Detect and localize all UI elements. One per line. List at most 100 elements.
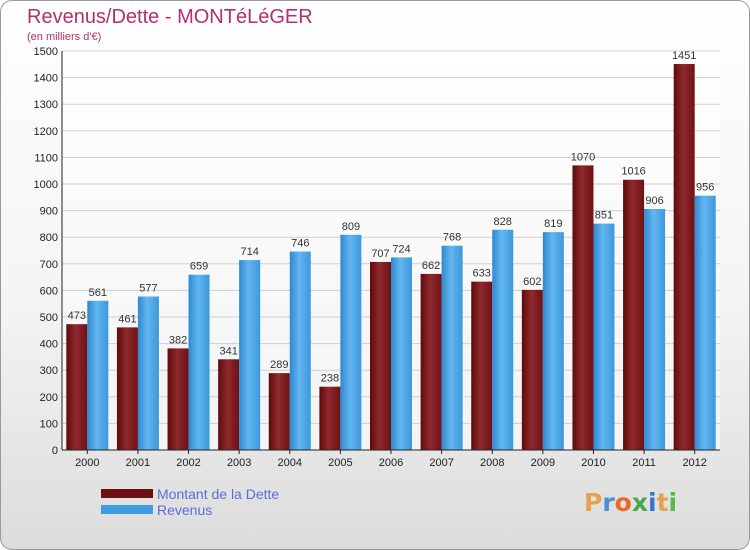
y-tick-label: 900 [40, 206, 58, 218]
bar-revenus [441, 245, 463, 450]
bar-revenus [391, 257, 412, 450]
bar-revenus-value-label: 851 [595, 210, 613, 222]
bar-revenus [87, 300, 109, 450]
bar-revenus-value-label: 561 [89, 287, 107, 299]
bar-revenus-value-label: 714 [240, 246, 258, 258]
proxiti-logo: Proxiti [584, 488, 677, 517]
x-tick-label: 2002 [176, 457, 200, 469]
bar-dette-value-label: 289 [270, 359, 288, 371]
bar-dette [319, 386, 341, 450]
y-tick-label: 1400 [34, 73, 58, 85]
bar-dette-value-label: 1070 [571, 151, 595, 163]
y-tick-label: 1300 [34, 99, 58, 111]
bar-revenus-value-label: 906 [645, 195, 663, 207]
bar-dette [521, 289, 543, 450]
bar-revenus-value-label: 828 [494, 216, 512, 228]
bar-revenus [340, 234, 362, 450]
bar-dette [167, 348, 189, 450]
chart-subtitle: (en milliers d'€) [27, 31, 102, 43]
bar-revenus [644, 209, 666, 450]
bar-dette [218, 359, 240, 450]
bar-dette [673, 64, 695, 450]
logo-letter: i [668, 488, 678, 517]
y-tick-label: 1100 [34, 152, 58, 164]
x-tick-label: 2004 [278, 457, 302, 469]
bar-revenus-value-label: 809 [342, 221, 360, 233]
bar-revenus-value-label: 746 [291, 238, 309, 250]
x-tick-label: 2007 [429, 457, 453, 469]
bar-dette-value-label: 633 [473, 268, 491, 280]
bar-dette-value-label: 602 [523, 276, 541, 288]
bar-dette-value-label: 1451 [672, 50, 696, 62]
x-tick-label: 2011 [632, 457, 656, 469]
y-tick-label: 700 [40, 259, 58, 271]
legend-swatch-revenus [101, 505, 153, 514]
logo-letter: i [648, 488, 657, 517]
bar-dette-value-label: 1016 [621, 166, 645, 178]
bar-revenus [289, 251, 311, 450]
bar-dette-value-label: 662 [422, 260, 440, 272]
bar-dette [66, 324, 88, 450]
bar-dette [471, 281, 493, 450]
x-tick-label: 2000 [75, 457, 99, 469]
x-tick-label: 2008 [480, 457, 504, 469]
bar-revenus [239, 260, 261, 450]
bar-dette-value-label: 238 [321, 373, 339, 385]
y-tick-label: 200 [40, 392, 58, 404]
bar-dette-value-label: 707 [371, 248, 389, 260]
x-tick-label: 2005 [328, 457, 352, 469]
bar-revenus [492, 229, 514, 450]
bar-revenus-value-label: 956 [696, 182, 714, 194]
y-tick-label: 0 [52, 445, 58, 457]
bar-dette [572, 165, 594, 450]
bar-dette-value-label: 341 [219, 345, 237, 357]
bar-revenus [694, 195, 716, 450]
legend-swatch-dette [101, 489, 153, 498]
bar-dette [623, 179, 645, 450]
x-tick-label: 2001 [126, 457, 150, 469]
bar-revenus-value-label: 768 [443, 232, 461, 244]
y-tick-label: 800 [40, 232, 58, 244]
legend-label-revenus: Revenus [157, 502, 213, 518]
logo-letter: t [656, 488, 669, 517]
y-tick-label: 300 [40, 365, 58, 377]
y-tick-label: 600 [40, 285, 58, 297]
bar-dette [370, 261, 391, 450]
logo-letter: x [631, 488, 648, 517]
x-tick-label: 2003 [227, 457, 251, 469]
bars [66, 64, 716, 450]
legend-label-dette: Montant de la Dette [157, 486, 280, 502]
bar-dette [420, 273, 442, 450]
x-tick-label: 2012 [682, 457, 706, 469]
bar-revenus-value-label: 819 [544, 218, 562, 230]
logo-letter: r [602, 488, 615, 517]
bar-revenus [593, 223, 615, 450]
y-tick-label: 100 [40, 418, 58, 430]
bar-dette [268, 373, 290, 450]
logo-letter: P [584, 488, 603, 517]
bar-dette-value-label: 382 [169, 334, 187, 346]
logo-letter: o [614, 488, 632, 517]
chart-title: Revenus/Dette - MONTéLéGER [27, 6, 313, 28]
x-tick-label: 2009 [531, 457, 555, 469]
y-tick-label: 500 [40, 312, 58, 324]
y-tick-label: 1200 [34, 126, 58, 138]
axes: 0 100 200 300 400 500 600 700 800 900 1000 1100 1200… [34, 46, 720, 469]
bar-revenus [542, 232, 564, 450]
bar-dette-value-label: 473 [68, 310, 86, 322]
bar-revenus-value-label: 659 [190, 261, 208, 273]
bar-revenus-value-label: 724 [392, 243, 410, 255]
bar-revenus [137, 296, 159, 450]
bar-revenus-value-label: 577 [139, 283, 157, 295]
bar-dette-value-label: 461 [118, 313, 136, 325]
x-tick-label: 2006 [379, 457, 403, 469]
bar-revenus [188, 274, 210, 450]
y-tick-label: 400 [40, 339, 58, 351]
bar-dette [116, 327, 138, 450]
y-tick-label: 1500 [34, 46, 58, 58]
y-tick-label: 1000 [34, 179, 58, 191]
x-tick-label: 2010 [581, 457, 605, 469]
